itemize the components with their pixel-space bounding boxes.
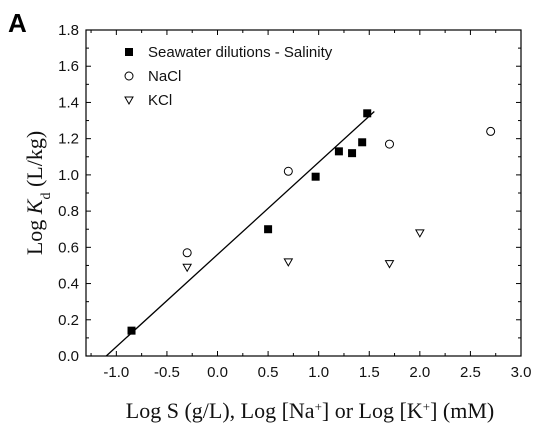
x-tick-label: 1.0 xyxy=(308,364,329,381)
data-point xyxy=(486,126,496,136)
y-tick-label: 1.2 xyxy=(58,131,79,148)
data-point xyxy=(384,139,394,149)
data-point xyxy=(283,258,294,267)
y-tick-label: 1.6 xyxy=(58,58,79,75)
data-point xyxy=(264,225,273,234)
y-axis-title: Log Kd (L/kg) xyxy=(22,131,54,255)
y-tick-label: 0.8 xyxy=(58,203,79,220)
legend-marker xyxy=(125,48,133,56)
y-tick-label: 0.6 xyxy=(58,239,79,256)
y-tick-label: 0.0 xyxy=(58,348,79,365)
x-tick-label: 1.5 xyxy=(359,364,380,381)
data-point xyxy=(384,260,395,269)
data-point xyxy=(358,138,367,147)
x-axis-title: Log S (g/L), Log [Na+] or Log [K+] (mM) xyxy=(126,398,494,423)
data-point xyxy=(334,147,343,156)
x-tick-label: 2.5 xyxy=(460,364,481,381)
plot-area: -1.0 -0.5 0.0 0.5 1.0 1.5 2.0 2.5 3.0 0.0 0.2 0.4 0.… xyxy=(58,22,531,381)
regression-line xyxy=(105,111,375,357)
x-tick-label: -1.0 xyxy=(103,364,129,381)
y-tick-label: 1.0 xyxy=(58,167,79,184)
legend-marker xyxy=(124,96,134,106)
panel-label: A xyxy=(8,8,27,38)
legend-label: NaCl xyxy=(148,68,181,85)
y-tick-label: 1.8 xyxy=(58,22,79,39)
legend-label: Seawater dilutions - Salinity xyxy=(148,44,333,61)
x-tick-label: 0.0 xyxy=(207,364,228,381)
x-tick-label: 0.5 xyxy=(258,364,279,381)
data-point xyxy=(363,109,372,118)
y-tick-label: 0.4 xyxy=(58,276,79,293)
legend-label: KCl xyxy=(148,92,172,109)
data-point xyxy=(311,172,320,181)
data-point xyxy=(414,229,425,238)
data-point xyxy=(127,326,136,335)
x-tick-label: -0.5 xyxy=(154,364,180,381)
x-tick-label: 3.0 xyxy=(511,364,532,381)
data-point xyxy=(182,263,193,273)
y-tick-label: 1.4 xyxy=(58,94,79,111)
legend-marker xyxy=(124,71,134,81)
data-point xyxy=(182,248,192,258)
y-tick-label: 0.2 xyxy=(58,312,79,329)
data-point xyxy=(283,166,293,176)
data-point xyxy=(348,149,357,158)
x-tick-label: 2.0 xyxy=(409,364,430,381)
